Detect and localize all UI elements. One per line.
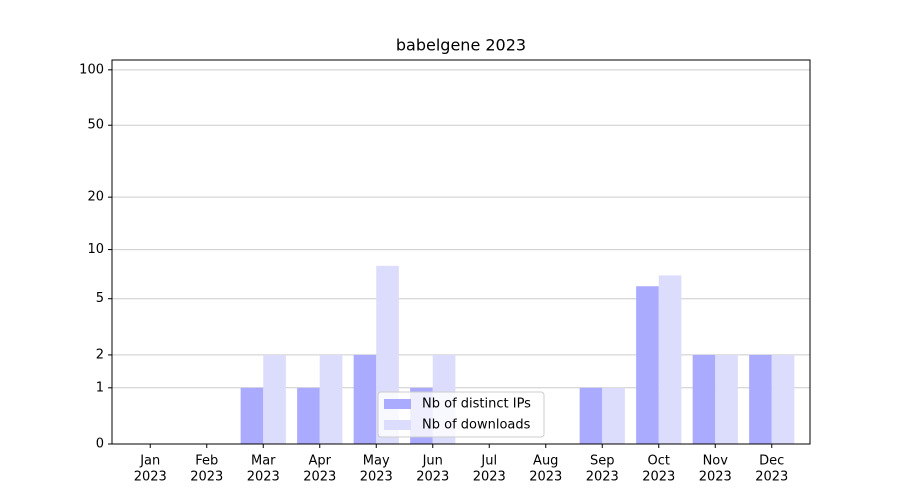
bar [579,387,603,444]
x-tick-label: 2023 [416,470,449,485]
legend: Nb of distinct IPs Nb of downloads [377,391,545,438]
y-tick-label: 100 [79,62,104,77]
legend-swatch [384,399,411,409]
bar [715,354,738,444]
plot-frame [111,59,811,445]
x-tick-label: Jan [139,454,160,469]
x-tick-label: 2023 [755,470,788,485]
x-tick-label: 2023 [473,470,506,485]
legend-label: Nb of distinct IPs [422,397,531,412]
y-tick-label: 0 [96,437,104,452]
x-tick-label: Dec [759,454,784,469]
legend-swatch [384,420,411,430]
y-tick-label: 20 [87,190,104,205]
x-tick-label: 2023 [360,470,393,485]
x-tick-label: 2023 [642,470,675,485]
bar [240,387,264,444]
axes: 0125102050100Jan2023Feb2023Mar2023Apr202… [79,59,811,485]
x-tick-label: 2023 [190,470,223,485]
x-tick-label: Apr [309,454,332,469]
x-tick-label: 2023 [134,470,167,485]
x-tick-label: Nov [703,454,729,469]
x-tick-label: Jun [422,454,443,469]
y-tick-label: 1 [96,380,104,395]
x-tick-label: 2023 [303,470,336,485]
bar [263,354,286,444]
legend-label: Nb of downloads [422,418,531,433]
bar [319,354,343,444]
x-tick-label: 2023 [529,470,562,485]
y-tick-label: 5 [96,291,104,306]
x-tick-label: 2023 [586,470,619,485]
x-tick-label: May [363,454,390,469]
x-tick-label: Mar [251,454,276,469]
bar [771,354,795,444]
x-tick-label: 2023 [247,470,280,485]
x-tick-label: Sep [590,454,615,469]
y-tick-label: 50 [87,118,104,133]
x-tick-label: Feb [195,454,218,469]
bar [297,387,320,444]
x-tick-label: Aug [533,454,558,469]
y-tick-label: 10 [87,242,104,257]
bar [353,354,377,444]
x-tick-label: Jul [480,454,497,469]
bar [749,354,772,444]
y-tick-label: 2 [96,347,104,362]
bar [602,387,625,444]
x-tick-label: Oct [648,454,670,469]
chart-title: babelgene 2023 [396,36,526,55]
bar [636,286,659,444]
legend-box [377,391,545,438]
bar [692,354,716,444]
x-tick-label: 2023 [699,470,732,485]
bar [658,275,682,444]
